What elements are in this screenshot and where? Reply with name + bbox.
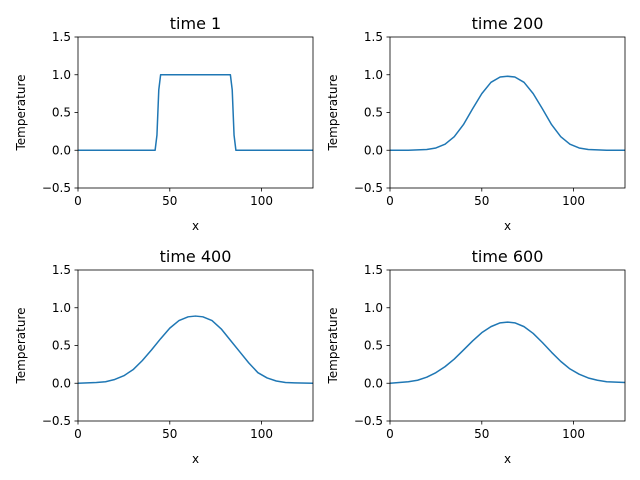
temperature-line [78, 315, 313, 384]
x-tick-label: 0 [386, 194, 394, 208]
y-tick-label: 0.0 [364, 143, 383, 157]
x-tick-label: 100 [562, 427, 585, 441]
subplot-1: 0 50 100 −0.5 0.0 0.5 1.0 1.5 time 1 x Temperature [14, 14, 314, 233]
subplot-2: 0 50 100 −0.5 0.0 0.5 1.0 1.5 time 200 x Temperatu… [326, 14, 626, 233]
x-axis-label: x [504, 452, 511, 466]
temperature-line [78, 74, 313, 151]
subplot-title: time 1 [170, 14, 221, 33]
y-axis-label: Temperature [14, 307, 28, 384]
axes-frame [77, 269, 314, 422]
x-tick-label: 100 [562, 194, 585, 208]
y-tick-label: 0.0 [52, 376, 71, 390]
x-axis-label: x [192, 219, 199, 233]
y-tick-label: −0.5 [354, 181, 383, 195]
y-axis-label: Temperature [326, 74, 340, 151]
y-tick-label: 0.5 [364, 106, 383, 120]
x-tick-label: 100 [250, 427, 273, 441]
subplot-4: 0 50 100 −0.5 0.0 0.5 1.0 1.5 time 600 x Temperatu… [326, 247, 626, 466]
x-tick-label: 0 [74, 194, 82, 208]
y-tick-label: 0.5 [52, 339, 71, 353]
x-tick-label: 50 [162, 194, 177, 208]
y-tick-label: −0.5 [42, 414, 71, 428]
y-tick-label: 0.5 [52, 106, 71, 120]
axes-frame [389, 269, 626, 422]
temperature-line [390, 321, 625, 384]
y-axis-label: Temperature [326, 307, 340, 384]
subplot-title: time 200 [472, 14, 544, 33]
axes-frame [389, 36, 626, 189]
x-tick-label: 50 [162, 427, 177, 441]
y-tick-label: 1.5 [364, 263, 383, 277]
y-tick-label: 1.5 [52, 30, 71, 44]
subplot-title: time 400 [160, 247, 232, 266]
y-tick-label: 1.5 [52, 263, 71, 277]
temperature-line [390, 75, 625, 151]
x-tick-label: 50 [474, 194, 489, 208]
subplot-title: time 600 [472, 247, 544, 266]
x-axis-label: x [192, 452, 199, 466]
y-tick-label: −0.5 [42, 181, 71, 195]
subplot-3: 0 50 100 −0.5 0.0 0.5 1.0 1.5 time 400 x Temperatu… [14, 247, 314, 466]
x-axis-label: x [504, 219, 511, 233]
axes-frame [77, 36, 314, 189]
y-tick-label: −0.5 [354, 414, 383, 428]
y-tick-label: 1.5 [364, 30, 383, 44]
y-tick-label: 0.5 [364, 339, 383, 353]
y-tick-label: 1.0 [52, 68, 71, 82]
y-tick-label: 0.0 [364, 376, 383, 390]
x-tick-label: 100 [250, 194, 273, 208]
y-tick-label: 1.0 [364, 68, 383, 82]
y-tick-label: 1.0 [52, 301, 71, 315]
y-tick-label: 0.0 [52, 143, 71, 157]
x-tick-label: 50 [474, 427, 489, 441]
y-tick-label: 1.0 [364, 301, 383, 315]
y-axis-label: Temperature [14, 74, 28, 151]
x-tick-label: 0 [386, 427, 394, 441]
x-tick-label: 0 [74, 427, 82, 441]
